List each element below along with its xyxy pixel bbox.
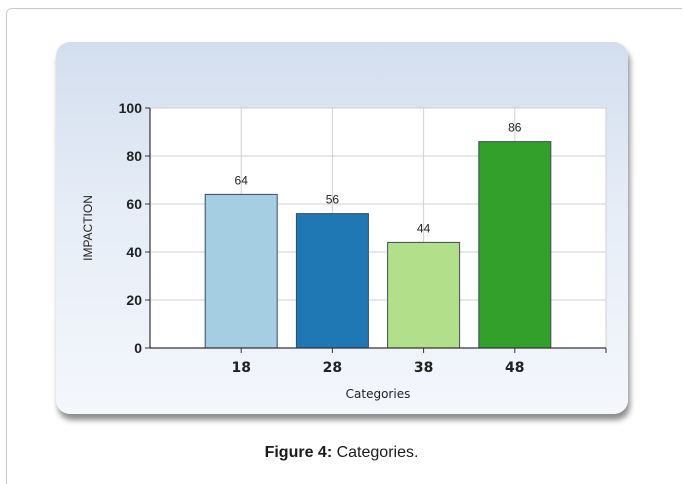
y-tick-label: 60 bbox=[126, 196, 142, 212]
bar bbox=[204, 193, 278, 349]
y-tick-label: 100 bbox=[119, 100, 143, 116]
caption-text: Categories. bbox=[336, 444, 419, 461]
labels-group: 0 20 40 60 80 100 64 18 56 28 44 38 86 48 bbox=[119, 100, 525, 376]
bar-value-label: 44 bbox=[417, 221, 431, 235]
x-tick-label: 38 bbox=[414, 360, 433, 376]
y-tick-label: 40 bbox=[126, 244, 142, 260]
bar-value-label: 86 bbox=[508, 121, 522, 135]
y-tick-label: 0 bbox=[134, 340, 142, 356]
y-tick-label: 20 bbox=[126, 292, 142, 308]
bars-group bbox=[204, 141, 552, 349]
bar bbox=[478, 141, 552, 349]
caption-label: Figure 4: bbox=[264, 444, 333, 461]
bar bbox=[295, 213, 369, 349]
bar-value-label: 64 bbox=[235, 173, 249, 187]
figure-caption: Figure 4: Categories. bbox=[0, 444, 683, 462]
x-axis-title: Categories bbox=[346, 387, 411, 401]
x-tick-label: 48 bbox=[505, 360, 524, 376]
bar-value-label: 56 bbox=[326, 193, 340, 207]
y-tick-label: 80 bbox=[126, 148, 142, 164]
page-frame bbox=[6, 8, 682, 484]
bar bbox=[387, 241, 461, 349]
x-tick-label: 28 bbox=[323, 360, 342, 376]
y-axis-title: IMPACTION bbox=[81, 195, 95, 261]
axes-group bbox=[145, 107, 607, 353]
x-tick-label: 18 bbox=[231, 360, 250, 376]
